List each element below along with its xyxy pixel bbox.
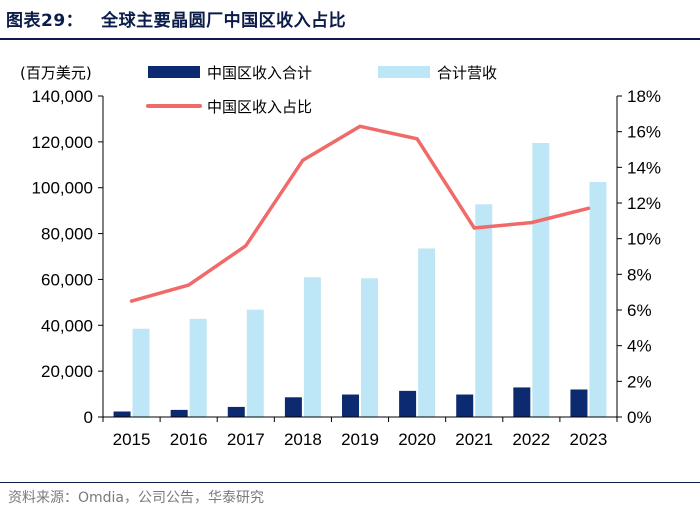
x-tick-label: 2016: [170, 430, 208, 449]
bar-total-revenue-2021: [475, 204, 493, 417]
legend-label-china-revenue: 中国区收入合计: [207, 64, 312, 82]
left-tick-label: 60,000: [41, 270, 93, 289]
bar-total-revenue-2020: [418, 248, 436, 417]
title-divider: [0, 38, 700, 40]
bar-china-revenue-2022: [513, 387, 531, 417]
point-china-ratio-2017: [244, 244, 248, 248]
x-tick-label: 2019: [341, 430, 379, 449]
left-tick-label: 40,000: [41, 316, 93, 335]
plot-area: 0 20,000 40,000 60,000 80,000 100,000 120,000 1…: [32, 87, 661, 449]
bar-total-revenue-2017: [246, 309, 264, 417]
right-tick-label: 18%: [627, 87, 661, 106]
left-tick-label: 120,000: [32, 133, 93, 152]
x-tick-label: 2021: [455, 430, 493, 449]
right-tick-label: 2%: [627, 372, 652, 391]
bar-china-revenue-2016: [170, 409, 188, 417]
x-tick-label: 2020: [398, 430, 436, 449]
bar-china-revenue-2021: [456, 394, 474, 417]
legend-label-ratio: 中国区收入占比: [207, 98, 312, 116]
bar-china-revenue-2015: [113, 411, 131, 417]
figure-title-text: 全球主要晶圆厂中国区收入占比: [101, 11, 347, 31]
point-china-ratio-2018: [301, 158, 305, 162]
right-tick-label: 6%: [627, 301, 652, 320]
series-line-china-ratio: [129, 124, 591, 303]
bar-china-revenue-2023: [570, 389, 588, 417]
bar-total-revenue-2018: [303, 277, 321, 417]
figure-number: 图表29：: [6, 11, 84, 31]
bar-total-revenue-2022: [532, 143, 550, 417]
right-tick-label: 10%: [627, 230, 661, 249]
bar-china-revenue-2020: [399, 390, 417, 417]
x-tick-label: 2017: [227, 430, 265, 449]
legend-label-total-revenue: 合计营收: [437, 64, 497, 82]
bar-total-revenue-2015: [132, 328, 150, 417]
right-tick-label: 0%: [627, 408, 652, 427]
x-tick-label: 2023: [570, 430, 608, 449]
bar-total-revenue-2016: [189, 318, 207, 417]
point-china-ratio-2021: [472, 226, 476, 230]
bar-china-revenue-2019: [342, 394, 359, 417]
left-tick-label: 80,000: [41, 225, 93, 244]
source-note: 资料来源：Omdia，公司公告，华泰研究: [8, 490, 265, 506]
point-china-ratio-2016: [187, 283, 191, 287]
left-tick-label: 0: [84, 408, 93, 427]
point-china-ratio-2015: [129, 299, 134, 303]
source-divider: [0, 482, 700, 483]
bar-china-revenue-2017: [227, 406, 245, 417]
right-tick-label: 16%: [627, 123, 661, 142]
right-tick-label: 12%: [627, 194, 661, 213]
right-tick-label: 14%: [627, 158, 661, 177]
legend-swatch-total-revenue: [378, 66, 430, 78]
x-tick-label: 2022: [512, 430, 550, 449]
left-tick-label: 140,000: [32, 87, 93, 106]
legend: 中国区收入合计 合计营收 中国区收入占比: [146, 64, 497, 116]
x-tick-label: 2018: [284, 430, 322, 449]
bar-total-revenue-2019: [361, 278, 378, 417]
right-tick-label: 8%: [627, 265, 652, 284]
figure-title: 图表29： 全球主要晶圆厂中国区收入占比: [6, 6, 346, 31]
point-china-ratio-2022: [529, 221, 533, 225]
point-china-ratio-2023: [586, 206, 591, 210]
x-tick-label: 2015: [113, 430, 151, 449]
bar-total-revenue-2023: [589, 181, 607, 417]
right-tick-label: 4%: [627, 337, 652, 356]
bar-china-revenue-2018: [284, 397, 302, 417]
left-tick-label: 20,000: [41, 362, 93, 381]
point-china-ratio-2020: [415, 137, 419, 141]
left-tick-label: 100,000: [32, 179, 93, 198]
legend-swatch-china-revenue: [148, 66, 200, 78]
y-axis-unit-label: (百万美元): [20, 64, 92, 82]
point-china-ratio-2019: [358, 124, 362, 128]
